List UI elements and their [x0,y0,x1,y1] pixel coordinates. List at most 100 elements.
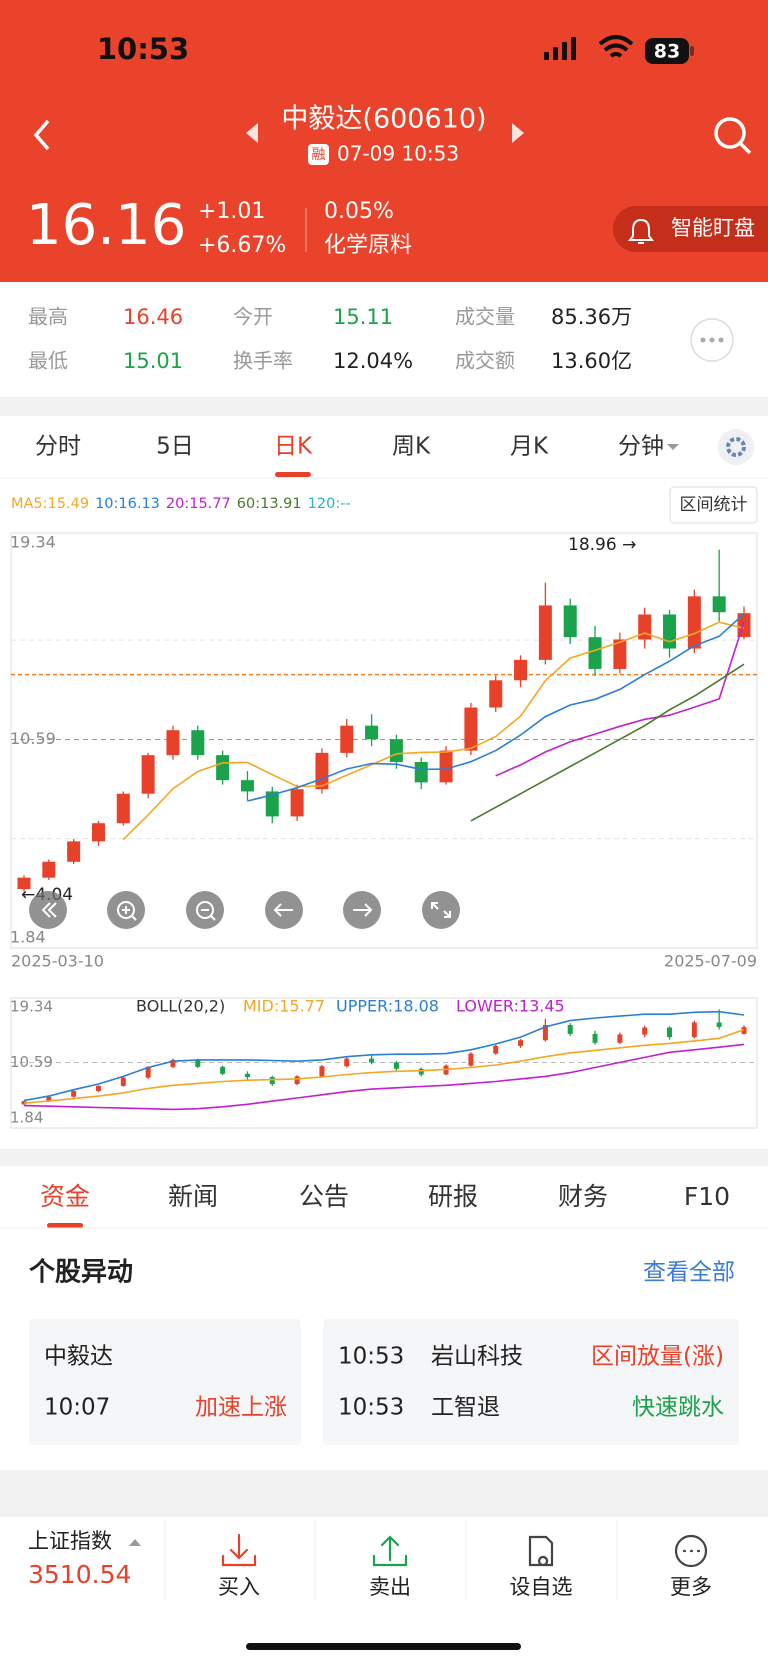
search-button[interactable] [714,117,752,155]
next-stock[interactable] [512,123,524,143]
ma-legend-item: MA5:15.49 [11,496,89,512]
prev-stock[interactable] [246,123,258,143]
high-label: 18.96 → [568,535,636,555]
period-tab[interactable]: 5日 [156,434,194,460]
settings-button[interactable] [718,429,754,465]
turnover: 0.05% [324,199,394,224]
candle-body [687,596,701,649]
period-tab[interactable]: 日K [274,434,313,460]
section-title: 个股异动 [29,1258,133,1288]
period-tab[interactable]: 月K [510,434,549,460]
period-tabs: 分时 5日 日K 周K 月K 分钟 [35,434,664,477]
action-icon [221,1533,257,1567]
candle-body [319,1066,325,1077]
info-tab[interactable]: 公告 [299,1182,349,1211]
y-tick-label: 10.59 [10,729,56,748]
action-label[interactable]: 更多 [670,1575,712,1599]
candle-body [393,1062,399,1069]
back-button[interactable] [33,119,50,151]
change: +1.01 [198,199,265,224]
boll-legend: MID:15.77 [243,997,325,1016]
stat-label: 换手率 [233,349,293,373]
x-label: 2025-03-10 [11,952,104,971]
sector: 化学原料 [324,233,412,258]
badge-bg [308,144,329,165]
candle-body [468,1053,474,1066]
candle-body [95,1085,101,1091]
ma-line [470,663,745,822]
candle-body [691,1022,697,1038]
alert-label: 智能盯盘 [671,216,755,240]
stat-label: 最高 [28,305,68,329]
period-tab[interactable]: 分钟 [618,434,664,460]
control-icon [273,903,293,917]
signal-icon [544,37,576,60]
candle-body [518,1040,524,1046]
info-tab[interactable]: 财务 [558,1182,608,1211]
candle-body [418,1068,424,1075]
more-button[interactable] [690,318,734,362]
alert-stock: 工智退 [431,1395,500,1421]
view-all[interactable]: 查看全部 [643,1260,735,1286]
control-icon [41,902,57,918]
battery-tip [690,46,694,56]
ma-legend-item: 120:-- [308,496,351,512]
info-tab[interactable]: 资金 [40,1182,90,1211]
alert-time: 10:53 [338,1344,404,1370]
gear-icon [726,437,746,457]
alert-time: 10:53 [338,1395,404,1421]
candle-body [191,730,205,756]
battery [645,38,689,64]
info-tab[interactable]: 研报 [428,1182,478,1211]
alert-card[interactable] [323,1319,739,1445]
wifi-icon [598,35,634,58]
index-arrow [129,1539,141,1546]
candle-body [542,1025,548,1041]
ma-line [247,613,745,802]
ma-line [495,621,745,777]
candle-body [538,605,552,660]
chart-control[interactable] [422,891,460,929]
candle-body [741,1027,747,1034]
action-label[interactable]: 设自选 [510,1575,573,1599]
candle-body [414,761,428,783]
candle-body [389,739,403,762]
candle-body [269,1077,275,1085]
change-pct: +6.67% [198,233,286,258]
range-button[interactable] [669,486,758,524]
boll-legend: BOLL(20,2) [136,997,225,1016]
candle-body [737,613,751,637]
info-tab[interactable]: F10 [684,1182,730,1211]
candle-body [514,659,528,681]
candle-body [663,614,677,649]
stock-time: 07-09 10:53 [337,142,459,166]
alert-event: 快速跳水 [632,1395,724,1421]
candle-body [439,750,453,783]
candle-body [145,1066,151,1078]
boll-upper [23,1010,745,1102]
alert-card[interactable] [29,1319,301,1445]
alert-stock: 岩山科技 [431,1344,523,1370]
stat-label: 成交额 [455,349,515,373]
candle-body [71,1090,77,1097]
candle-body [265,791,279,817]
action-label[interactable]: 买入 [218,1575,260,1599]
period-tab[interactable]: 分时 [35,434,81,460]
info-tab[interactable]: 新闻 [168,1182,218,1211]
price: 16.16 [26,193,186,258]
period-tab[interactable]: 周K [392,434,431,460]
action-label[interactable]: 卖出 [369,1575,411,1599]
clock: 10:53 [97,32,189,66]
alert-event: 区间放量(涨) [591,1344,724,1370]
alert-time: 10:07 [44,1395,110,1421]
actions: 买入 卖出 设自选 更多 [164,1520,712,1600]
alert-stock: 中毅达 [44,1344,113,1370]
more-dots [700,337,724,343]
y-tick-label: 1.84 [10,928,46,947]
control-icon [196,901,216,921]
candle-body [464,707,478,751]
candle-body [563,605,577,638]
